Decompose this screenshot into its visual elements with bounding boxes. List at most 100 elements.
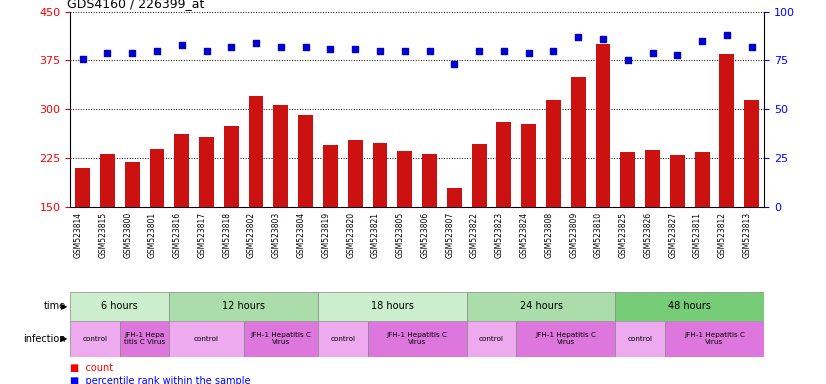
- Bar: [169, 321, 244, 357]
- Bar: [571, 77, 586, 207]
- Point: [373, 48, 387, 54]
- Text: GSM523813: GSM523813: [743, 212, 752, 258]
- Bar: [719, 54, 734, 207]
- Text: GSM523800: GSM523800: [123, 212, 132, 258]
- Text: GSM523819: GSM523819: [321, 212, 330, 258]
- Bar: [447, 188, 462, 207]
- Text: control: control: [628, 336, 653, 342]
- Bar: [169, 292, 318, 321]
- Bar: [199, 137, 214, 207]
- Bar: [70, 321, 120, 357]
- Bar: [318, 292, 467, 321]
- Point: [596, 36, 610, 42]
- Text: GSM523816: GSM523816: [173, 212, 182, 258]
- Text: GSM523814: GSM523814: [74, 212, 83, 258]
- Text: GSM523802: GSM523802: [247, 212, 256, 258]
- Bar: [521, 124, 536, 207]
- Bar: [645, 150, 660, 207]
- Bar: [373, 143, 387, 207]
- Text: ▶: ▶: [61, 334, 68, 343]
- Text: GSM523823: GSM523823: [495, 212, 504, 258]
- Point: [671, 51, 684, 58]
- Text: GSM523807: GSM523807: [445, 212, 454, 258]
- Bar: [596, 44, 610, 207]
- Bar: [244, 321, 318, 357]
- Bar: [224, 126, 239, 207]
- Bar: [150, 149, 164, 207]
- Text: GSM523818: GSM523818: [222, 212, 231, 258]
- Point: [101, 50, 114, 56]
- Text: GSM523825: GSM523825: [619, 212, 628, 258]
- Text: ■  percentile rank within the sample: ■ percentile rank within the sample: [70, 376, 251, 384]
- Text: GSM523809: GSM523809: [569, 212, 578, 258]
- Text: GSM523808: GSM523808: [544, 212, 553, 258]
- Bar: [125, 162, 140, 207]
- Bar: [422, 154, 437, 207]
- Point: [646, 50, 659, 56]
- Point: [720, 32, 733, 38]
- Bar: [120, 321, 169, 357]
- Bar: [472, 144, 487, 207]
- Text: JFH-1 Hepatitis C
Virus: JFH-1 Hepatitis C Virus: [387, 333, 448, 345]
- Point: [249, 40, 263, 46]
- Point: [175, 42, 188, 48]
- Text: infection: infection: [24, 334, 66, 344]
- Bar: [397, 151, 412, 207]
- Bar: [615, 321, 665, 357]
- Point: [349, 46, 362, 52]
- Point: [472, 48, 486, 54]
- Text: 12 hours: 12 hours: [222, 301, 265, 311]
- Text: GSM523804: GSM523804: [297, 212, 306, 258]
- Point: [126, 50, 139, 56]
- Point: [448, 61, 461, 68]
- Text: GSM523806: GSM523806: [420, 212, 430, 258]
- Bar: [298, 115, 313, 207]
- Point: [150, 48, 164, 54]
- Bar: [670, 155, 685, 207]
- Point: [225, 44, 238, 50]
- Bar: [70, 292, 169, 321]
- Text: GSM523801: GSM523801: [148, 212, 157, 258]
- Point: [745, 44, 758, 50]
- Text: JFH-1 Hepatitis C
Virus: JFH-1 Hepatitis C Virus: [535, 333, 596, 345]
- Text: GSM523805: GSM523805: [396, 212, 405, 258]
- Bar: [467, 321, 516, 357]
- Bar: [695, 152, 710, 207]
- Bar: [665, 321, 764, 357]
- Point: [274, 44, 287, 50]
- Bar: [318, 321, 368, 357]
- Text: control: control: [83, 336, 107, 342]
- Bar: [273, 105, 288, 207]
- Text: GSM523815: GSM523815: [98, 212, 107, 258]
- Point: [572, 34, 585, 40]
- Text: control: control: [479, 336, 504, 342]
- Bar: [516, 321, 615, 357]
- Bar: [496, 122, 511, 207]
- Text: GSM523826: GSM523826: [643, 212, 653, 258]
- Text: JFH-1 Hepatitis C
Virus: JFH-1 Hepatitis C Virus: [250, 333, 311, 345]
- Text: 48 hours: 48 hours: [668, 301, 711, 311]
- Text: control: control: [330, 336, 355, 342]
- Point: [621, 57, 634, 63]
- Bar: [467, 292, 615, 321]
- Text: GDS4160 / 226399_at: GDS4160 / 226399_at: [67, 0, 204, 10]
- Bar: [75, 168, 90, 207]
- Bar: [546, 99, 561, 207]
- Text: GSM523820: GSM523820: [346, 212, 355, 258]
- Point: [695, 38, 709, 44]
- Bar: [249, 96, 263, 207]
- Point: [299, 44, 312, 50]
- Text: GSM523811: GSM523811: [693, 212, 702, 258]
- Bar: [348, 140, 363, 207]
- Text: control: control: [194, 336, 219, 342]
- Text: 6 hours: 6 hours: [102, 301, 138, 311]
- Text: JFH-1 Hepa
titis C Virus: JFH-1 Hepa titis C Virus: [124, 333, 165, 345]
- Text: GSM523812: GSM523812: [718, 212, 727, 258]
- Bar: [368, 321, 467, 357]
- Text: GSM523803: GSM523803: [272, 212, 281, 258]
- Text: 24 hours: 24 hours: [520, 301, 563, 311]
- Point: [423, 48, 436, 54]
- Text: GSM523810: GSM523810: [594, 212, 603, 258]
- Bar: [174, 134, 189, 207]
- Text: 18 hours: 18 hours: [371, 301, 414, 311]
